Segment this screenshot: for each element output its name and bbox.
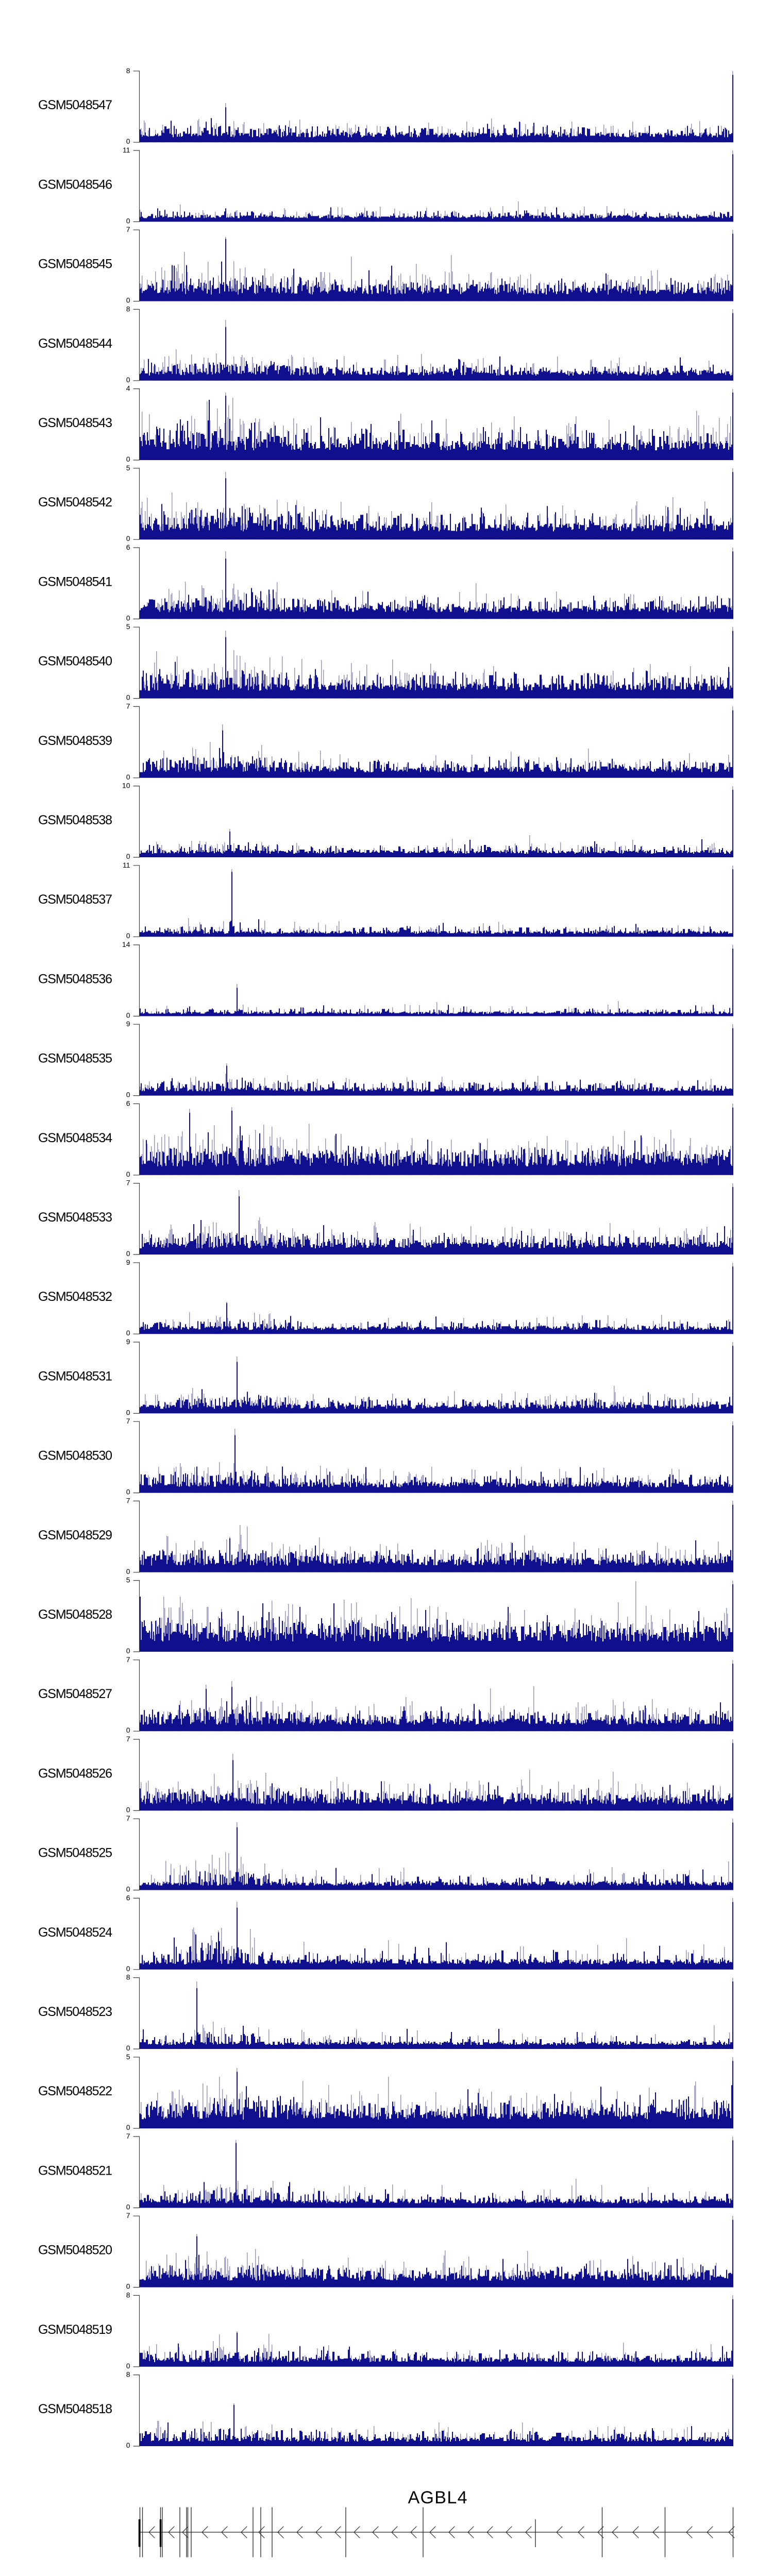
svg-text:GSM5048534: GSM5048534 bbox=[38, 1131, 112, 1145]
svg-text:7: 7 bbox=[126, 2132, 130, 2140]
svg-text:0: 0 bbox=[126, 1567, 130, 1575]
svg-text:0: 0 bbox=[126, 137, 130, 145]
svg-text:GSM5048523: GSM5048523 bbox=[38, 2005, 112, 2019]
svg-text:9: 9 bbox=[126, 1020, 130, 1028]
svg-text:0: 0 bbox=[126, 1091, 130, 1099]
svg-text:6: 6 bbox=[126, 1893, 130, 1902]
svg-text:GSM5048519: GSM5048519 bbox=[38, 2323, 112, 2337]
svg-text:AGBL4: AGBL4 bbox=[408, 2488, 467, 2507]
svg-text:GSM5048545: GSM5048545 bbox=[38, 257, 112, 272]
svg-text:GSM5048546: GSM5048546 bbox=[38, 177, 112, 192]
svg-text:GSM5048537: GSM5048537 bbox=[38, 892, 112, 907]
svg-text:GSM5048531: GSM5048531 bbox=[38, 1369, 112, 1383]
svg-text:7: 7 bbox=[126, 1179, 130, 1187]
svg-text:0: 0 bbox=[126, 1964, 130, 1973]
svg-text:7: 7 bbox=[126, 1655, 130, 1664]
svg-text:0: 0 bbox=[126, 1726, 130, 1734]
svg-text:GSM5048533: GSM5048533 bbox=[38, 1210, 112, 1225]
svg-text:7: 7 bbox=[126, 225, 130, 233]
svg-text:GSM5048525: GSM5048525 bbox=[38, 1846, 112, 1860]
svg-text:GSM5048542: GSM5048542 bbox=[38, 495, 112, 510]
svg-text:7: 7 bbox=[126, 2211, 130, 2219]
svg-text:0: 0 bbox=[126, 1249, 130, 1258]
svg-text:GSM5048544: GSM5048544 bbox=[38, 336, 112, 351]
svg-text:7: 7 bbox=[126, 1735, 130, 1743]
svg-text:GSM5048543: GSM5048543 bbox=[38, 416, 112, 430]
svg-text:6: 6 bbox=[126, 543, 130, 551]
svg-text:8: 8 bbox=[126, 1973, 130, 1981]
svg-text:0: 0 bbox=[126, 1647, 130, 1655]
svg-text:11: 11 bbox=[123, 146, 130, 154]
svg-text:5: 5 bbox=[126, 2053, 130, 2061]
svg-text:0: 0 bbox=[126, 1408, 130, 1416]
svg-text:0: 0 bbox=[126, 614, 130, 622]
svg-text:GSM5048532: GSM5048532 bbox=[38, 1290, 112, 1304]
svg-text:0: 0 bbox=[126, 216, 130, 225]
svg-text:7: 7 bbox=[126, 702, 130, 710]
svg-text:GSM5048541: GSM5048541 bbox=[38, 574, 112, 589]
svg-text:0: 0 bbox=[126, 693, 130, 702]
svg-text:14: 14 bbox=[122, 940, 130, 948]
svg-text:0: 0 bbox=[126, 1011, 130, 1019]
svg-text:GSM5048518: GSM5048518 bbox=[38, 2402, 112, 2416]
svg-text:GSM5048526: GSM5048526 bbox=[38, 1766, 112, 1781]
svg-text:4: 4 bbox=[126, 384, 130, 393]
svg-text:8: 8 bbox=[126, 304, 130, 313]
svg-text:GSM5048528: GSM5048528 bbox=[38, 1607, 112, 1622]
svg-text:0: 0 bbox=[126, 773, 130, 781]
svg-text:0: 0 bbox=[126, 455, 130, 463]
svg-text:GSM5048536: GSM5048536 bbox=[38, 972, 112, 986]
svg-text:6: 6 bbox=[126, 1099, 130, 1107]
svg-text:5: 5 bbox=[126, 622, 130, 631]
svg-text:GSM5048521: GSM5048521 bbox=[38, 2163, 112, 2178]
svg-text:0: 0 bbox=[126, 2441, 130, 2449]
svg-text:0: 0 bbox=[126, 1885, 130, 1893]
svg-text:GSM5048530: GSM5048530 bbox=[38, 1449, 112, 1463]
svg-text:0: 0 bbox=[126, 376, 130, 384]
svg-text:0: 0 bbox=[126, 931, 130, 940]
svg-text:9: 9 bbox=[126, 1337, 130, 1346]
svg-text:GSM5048547: GSM5048547 bbox=[38, 98, 112, 112]
svg-text:0: 0 bbox=[126, 1329, 130, 1337]
svg-text:GSM5048520: GSM5048520 bbox=[38, 2243, 112, 2258]
svg-text:GSM5048527: GSM5048527 bbox=[38, 1687, 112, 1701]
svg-text:8: 8 bbox=[126, 66, 130, 75]
svg-text:0: 0 bbox=[126, 2362, 130, 2370]
svg-text:9: 9 bbox=[126, 1258, 130, 1266]
svg-text:GSM5048539: GSM5048539 bbox=[38, 734, 112, 748]
svg-text:GSM5048538: GSM5048538 bbox=[38, 813, 112, 827]
svg-text:0: 0 bbox=[126, 2282, 130, 2291]
svg-text:0: 0 bbox=[126, 1805, 130, 1814]
svg-text:0: 0 bbox=[126, 534, 130, 543]
svg-text:8: 8 bbox=[126, 2291, 130, 2299]
svg-text:7: 7 bbox=[126, 1814, 130, 1822]
svg-text:10: 10 bbox=[122, 782, 130, 790]
svg-text:0: 0 bbox=[126, 1170, 130, 1178]
svg-text:5: 5 bbox=[126, 464, 130, 472]
svg-text:0: 0 bbox=[126, 2044, 130, 2052]
svg-text:GSM5048540: GSM5048540 bbox=[38, 654, 112, 669]
svg-text:7: 7 bbox=[126, 1496, 130, 1504]
svg-text:8: 8 bbox=[126, 2370, 130, 2379]
svg-text:0: 0 bbox=[126, 1488, 130, 1496]
svg-text:7: 7 bbox=[126, 1417, 130, 1425]
svg-text:0: 0 bbox=[126, 2123, 130, 2131]
svg-text:0: 0 bbox=[126, 296, 130, 304]
svg-text:0: 0 bbox=[126, 2202, 130, 2211]
svg-text:GSM5048522: GSM5048522 bbox=[38, 2084, 112, 2098]
svg-text:5: 5 bbox=[126, 1576, 130, 1584]
svg-text:GSM5048529: GSM5048529 bbox=[38, 1528, 112, 1543]
svg-text:GSM5048535: GSM5048535 bbox=[38, 1052, 112, 1066]
svg-text:0: 0 bbox=[126, 852, 130, 860]
svg-text:11: 11 bbox=[123, 861, 130, 869]
svg-text:GSM5048524: GSM5048524 bbox=[38, 1925, 112, 1940]
